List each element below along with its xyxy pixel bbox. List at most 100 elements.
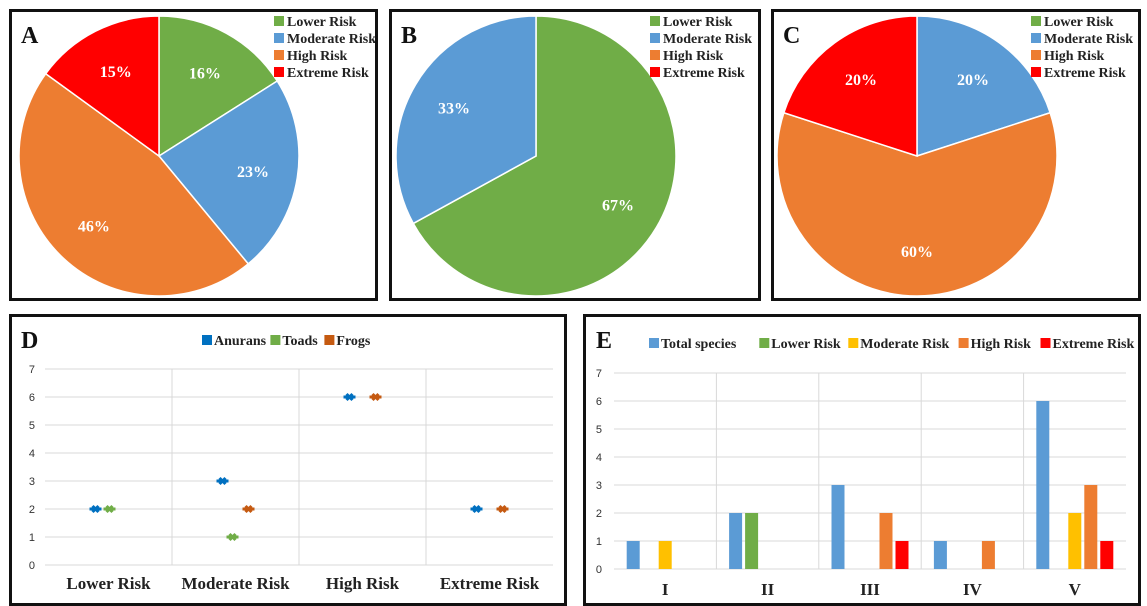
legend-label: Moderate Risk — [663, 32, 752, 47]
x-tick-label: III — [860, 580, 880, 599]
pie-slice-moderate-risk — [395, 15, 537, 225]
panel-label-e: E — [596, 328, 612, 354]
data-point-anurans — [216, 476, 229, 486]
y-tick-label: 4 — [596, 452, 602, 464]
legend-label: Frogs — [336, 334, 371, 349]
legend-label: Moderate Risk — [860, 337, 949, 352]
y-tick-label: 5 — [29, 420, 35, 432]
y-tick-label: 0 — [29, 560, 35, 572]
slice-label: 20% — [957, 72, 989, 89]
legend-label: High Risk — [971, 337, 1032, 352]
x-tick-label: II — [761, 580, 775, 599]
chart-panel-b: B 67% 33% Lower Risk Moderate Risk High Risk E… — [389, 9, 761, 301]
pie-slice-lower-risk — [158, 15, 279, 158]
pie-chart-c: C 20% 60% 20% Lower Risk Moderate Risk High Ri… — [776, 15, 1133, 297]
panel-label-b: B — [401, 23, 417, 49]
legend-swatch — [1031, 16, 1041, 26]
x-tick-label: Extreme Risk — [440, 574, 540, 593]
bar-total-species — [933, 541, 947, 569]
pie-slice-moderate-risk — [916, 15, 1052, 158]
legend-swatch — [1031, 50, 1041, 60]
pie-slice-extreme-risk — [44, 15, 160, 158]
bar-total-species — [626, 541, 640, 569]
slice-label: 33% — [438, 101, 470, 118]
panel-label-a: A — [21, 23, 39, 49]
legend-label: High Risk — [287, 49, 348, 64]
legend-label: Lower Risk — [771, 337, 841, 352]
slice-label: 15% — [100, 64, 132, 81]
y-tick-label: 6 — [29, 392, 35, 404]
y-tick-label: 3 — [29, 476, 35, 488]
legend-swatch — [650, 50, 660, 60]
legend-label: Extreme Risk — [1053, 337, 1135, 352]
legend-label: Lower Risk — [1044, 15, 1114, 30]
y-tick-label: 7 — [596, 368, 602, 380]
legend-label: Lower Risk — [663, 15, 733, 30]
legend-swatch — [650, 16, 660, 26]
data-point-anurans — [470, 504, 483, 514]
panel-label-c: C — [783, 23, 800, 49]
legend-label: Anurans — [214, 334, 267, 349]
bar-moderate-risk — [658, 541, 672, 569]
chart-panel-d: D 0 1 2 3 4 5 6 7 Lower Risk Moderate Risk High Ris… — [9, 314, 567, 606]
bar-extreme-risk — [895, 541, 909, 569]
scatter-chart-d: D 0 1 2 3 4 5 6 7 Lower Risk Moderate Risk High Ris… — [21, 328, 553, 593]
y-tick-label: 1 — [596, 536, 602, 548]
legend-swatch — [274, 67, 284, 77]
slice-label: 46% — [78, 218, 110, 235]
data-point-toads — [103, 504, 116, 514]
slice-label: 60% — [901, 244, 933, 261]
legend-label: Extreme Risk — [287, 66, 369, 81]
chart-panel-c: C 20% 60% 20% Lower Risk Moderate Risk High Ri… — [771, 9, 1141, 301]
bar-high-risk — [879, 513, 893, 569]
y-tick-label: 2 — [29, 504, 35, 516]
legend-label: Extreme Risk — [663, 66, 745, 81]
legend-swatch — [1040, 338, 1051, 348]
bar-lower-risk — [745, 513, 759, 569]
slice-label: 20% — [845, 72, 877, 89]
bar-total-species — [729, 513, 743, 569]
pie-slice-high-risk — [776, 111, 1058, 297]
chart-panel-e: E 0 1 2 3 4 5 6 7 I II III IV V Total species Lower Ris… — [583, 314, 1141, 606]
legend-label: High Risk — [1044, 49, 1105, 64]
x-tick-label: Moderate Risk — [181, 574, 290, 593]
pie-chart-b: B 67% 33% Lower Risk Moderate Risk High Risk E… — [395, 15, 752, 297]
legend-swatch — [759, 338, 770, 348]
y-tick-label: 3 — [596, 480, 602, 492]
y-tick-label: 7 — [29, 364, 35, 376]
legend-swatch — [650, 67, 660, 77]
pie-slice-extreme-risk — [782, 15, 918, 158]
bar-extreme-risk — [1100, 541, 1114, 569]
pie-chart-a: A 16% 23% 46% 15% Lower Risk Moderate Risk High… — [18, 15, 375, 297]
bar-total-species — [831, 485, 845, 569]
y-tick-label: 6 — [596, 396, 602, 408]
slice-label: 23% — [237, 164, 269, 181]
legend-label: Moderate Risk — [287, 32, 375, 47]
legend-swatch — [324, 335, 335, 345]
bar-high-risk — [1084, 485, 1098, 569]
x-tick-label: V — [1069, 580, 1082, 599]
x-tick-label: IV — [963, 580, 983, 599]
bar-high-risk — [981, 541, 995, 569]
pie-slice-moderate-risk — [157, 79, 300, 265]
y-tick-label: 0 — [596, 564, 602, 576]
pie-slice-lower-risk — [412, 15, 677, 297]
y-tick-label: 5 — [596, 424, 602, 436]
pie-slice-high-risk — [18, 72, 250, 297]
data-point-frogs — [242, 504, 255, 514]
data-point-toads — [226, 532, 239, 542]
y-tick-label: 2 — [596, 508, 602, 520]
data-point-anurans — [89, 504, 102, 514]
legend-label: Lower Risk — [287, 15, 357, 30]
x-tick-label: I — [662, 580, 669, 599]
bar-total-species — [1036, 401, 1050, 569]
legend-label: Toads — [282, 334, 318, 349]
legend-swatch — [202, 335, 212, 345]
y-tick-label: 4 — [29, 448, 35, 460]
legend-swatch — [848, 338, 859, 348]
slice-label: 67% — [602, 197, 634, 214]
legend-swatch — [274, 50, 284, 60]
data-point-frogs — [496, 504, 509, 514]
legend-swatch — [649, 338, 659, 348]
